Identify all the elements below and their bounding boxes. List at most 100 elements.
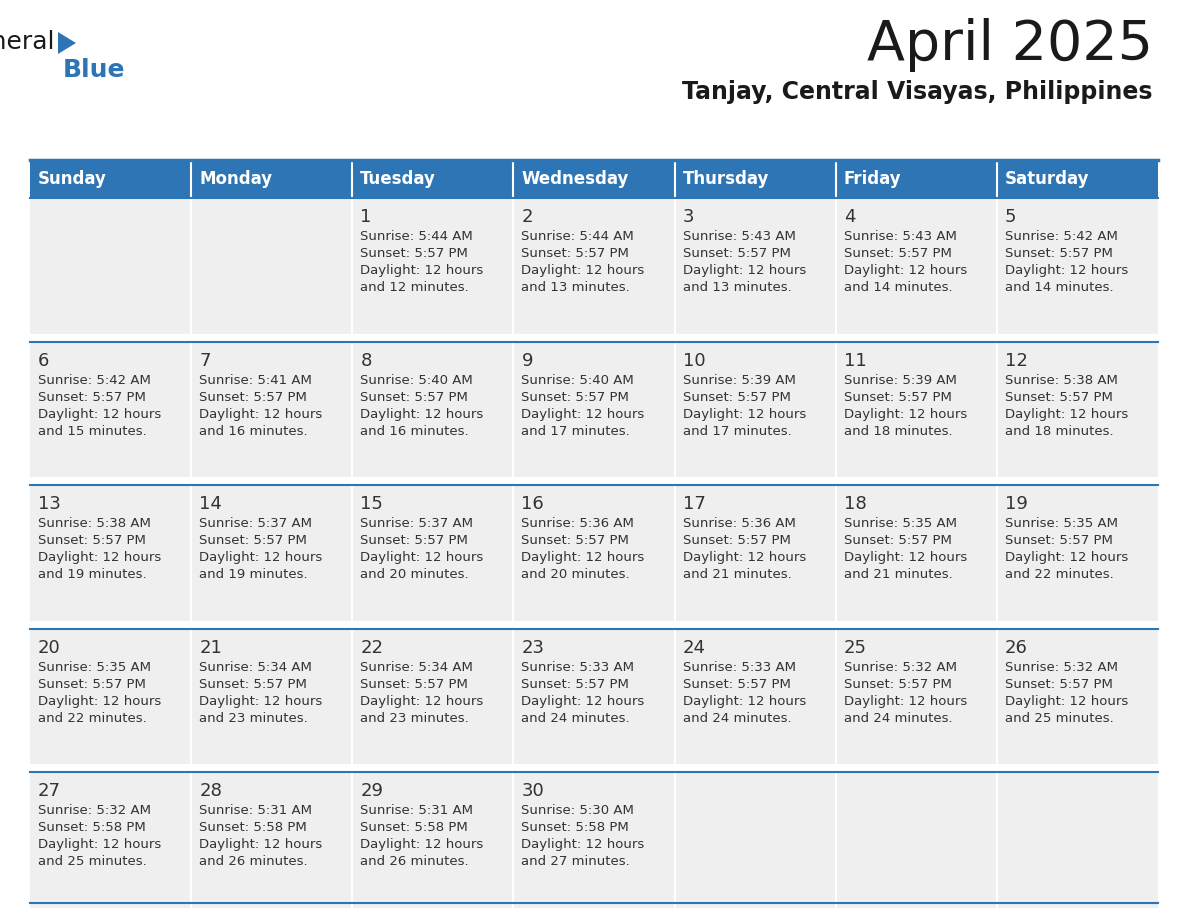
Text: and 16 minutes.: and 16 minutes. (200, 425, 308, 438)
Text: Daylight: 12 hours: Daylight: 12 hours (522, 695, 645, 708)
Text: Sunset: 5:57 PM: Sunset: 5:57 PM (200, 677, 307, 691)
Bar (675, 486, 835, 621)
Bar (30, 629, 191, 765)
Text: Daylight: 12 hours: Daylight: 12 hours (522, 264, 645, 277)
Text: Daylight: 12 hours: Daylight: 12 hours (360, 838, 484, 851)
Text: Daylight: 12 hours: Daylight: 12 hours (1005, 551, 1129, 565)
Text: Wednesday: Wednesday (522, 170, 628, 188)
Polygon shape (58, 32, 76, 54)
Text: and 21 minutes.: and 21 minutes. (843, 568, 953, 581)
Text: Daylight: 12 hours: Daylight: 12 hours (522, 838, 645, 851)
Text: 24: 24 (683, 639, 706, 656)
Text: Sunset: 5:58 PM: Sunset: 5:58 PM (522, 822, 630, 834)
Bar (675, 198, 835, 333)
Text: 10: 10 (683, 352, 706, 370)
Text: 23: 23 (522, 639, 544, 656)
Text: Sunset: 5:57 PM: Sunset: 5:57 PM (360, 677, 468, 691)
Text: Sunrise: 5:37 AM: Sunrise: 5:37 AM (360, 517, 473, 531)
Text: Thursday: Thursday (683, 170, 769, 188)
Text: Daylight: 12 hours: Daylight: 12 hours (200, 695, 322, 708)
Text: Sunrise: 5:41 AM: Sunrise: 5:41 AM (200, 374, 312, 386)
Text: 20: 20 (38, 639, 61, 656)
Text: Sunset: 5:57 PM: Sunset: 5:57 PM (843, 677, 952, 691)
Text: Sunrise: 5:42 AM: Sunrise: 5:42 AM (38, 374, 151, 386)
Text: Saturday: Saturday (1005, 170, 1089, 188)
Text: 12: 12 (1005, 352, 1028, 370)
Text: Sunset: 5:57 PM: Sunset: 5:57 PM (360, 534, 468, 547)
Bar (513, 772, 675, 908)
Text: Sunset: 5:57 PM: Sunset: 5:57 PM (200, 534, 307, 547)
Text: Sunset: 5:57 PM: Sunset: 5:57 PM (1005, 390, 1113, 404)
Text: Sunrise: 5:32 AM: Sunrise: 5:32 AM (1005, 661, 1118, 674)
Text: Sunset: 5:57 PM: Sunset: 5:57 PM (683, 534, 790, 547)
Text: and 25 minutes.: and 25 minutes. (38, 856, 147, 868)
Text: 14: 14 (200, 495, 222, 513)
Text: 17: 17 (683, 495, 706, 513)
Bar (675, 629, 835, 765)
Text: Sunrise: 5:37 AM: Sunrise: 5:37 AM (200, 517, 312, 531)
Text: Blue: Blue (63, 58, 126, 82)
Text: 22: 22 (360, 639, 384, 656)
Text: Sunrise: 5:44 AM: Sunrise: 5:44 AM (360, 230, 473, 243)
Bar (997, 160, 1158, 198)
Text: 1: 1 (360, 208, 372, 226)
Bar (30, 160, 191, 198)
Text: and 24 minutes.: and 24 minutes. (843, 711, 953, 725)
Text: Sunrise: 5:35 AM: Sunrise: 5:35 AM (1005, 517, 1118, 531)
Text: Tuesday: Tuesday (360, 170, 436, 188)
Text: 21: 21 (200, 639, 222, 656)
Text: and 20 minutes.: and 20 minutes. (360, 568, 469, 581)
Bar (191, 629, 353, 765)
Text: Sunrise: 5:42 AM: Sunrise: 5:42 AM (1005, 230, 1118, 243)
Text: Sunset: 5:57 PM: Sunset: 5:57 PM (360, 390, 468, 404)
Text: Daylight: 12 hours: Daylight: 12 hours (843, 695, 967, 708)
Bar (30, 198, 191, 333)
Text: Sunset: 5:58 PM: Sunset: 5:58 PM (38, 822, 146, 834)
Text: Sunset: 5:57 PM: Sunset: 5:57 PM (522, 677, 630, 691)
Text: Sunrise: 5:33 AM: Sunrise: 5:33 AM (683, 661, 796, 674)
Bar (997, 629, 1158, 765)
Text: 16: 16 (522, 495, 544, 513)
Text: 9: 9 (522, 352, 533, 370)
Text: and 14 minutes.: and 14 minutes. (843, 281, 953, 294)
Text: Sunrise: 5:36 AM: Sunrise: 5:36 AM (522, 517, 634, 531)
Text: 6: 6 (38, 352, 50, 370)
Text: Sunrise: 5:31 AM: Sunrise: 5:31 AM (360, 804, 473, 817)
Text: 19: 19 (1005, 495, 1028, 513)
Text: and 18 minutes.: and 18 minutes. (1005, 425, 1113, 438)
Text: Sunset: 5:57 PM: Sunset: 5:57 PM (1005, 247, 1113, 260)
Text: and 13 minutes.: and 13 minutes. (683, 281, 791, 294)
Text: Daylight: 12 hours: Daylight: 12 hours (38, 695, 162, 708)
Text: and 17 minutes.: and 17 minutes. (683, 425, 791, 438)
Bar (30, 477, 1158, 486)
Bar (513, 341, 675, 477)
Text: Sunrise: 5:32 AM: Sunrise: 5:32 AM (843, 661, 956, 674)
Text: Sunset: 5:57 PM: Sunset: 5:57 PM (1005, 534, 1113, 547)
Bar (30, 765, 1158, 772)
Text: Sunset: 5:57 PM: Sunset: 5:57 PM (843, 534, 952, 547)
Text: Sunrise: 5:38 AM: Sunrise: 5:38 AM (1005, 374, 1118, 386)
Text: 30: 30 (522, 782, 544, 800)
Text: Sunrise: 5:43 AM: Sunrise: 5:43 AM (683, 230, 796, 243)
Text: Sunset: 5:58 PM: Sunset: 5:58 PM (360, 822, 468, 834)
Text: and 25 minutes.: and 25 minutes. (1005, 711, 1113, 725)
Text: 29: 29 (360, 782, 384, 800)
Text: 28: 28 (200, 782, 222, 800)
Text: Daylight: 12 hours: Daylight: 12 hours (360, 264, 484, 277)
Text: and 20 minutes.: and 20 minutes. (522, 568, 630, 581)
Text: Sunday: Sunday (38, 170, 107, 188)
Bar (835, 629, 997, 765)
Text: and 13 minutes.: and 13 minutes. (522, 281, 630, 294)
Text: Daylight: 12 hours: Daylight: 12 hours (1005, 695, 1129, 708)
Text: and 19 minutes.: and 19 minutes. (38, 568, 146, 581)
Text: Sunrise: 5:34 AM: Sunrise: 5:34 AM (360, 661, 473, 674)
Bar (835, 160, 997, 198)
Text: Daylight: 12 hours: Daylight: 12 hours (683, 264, 805, 277)
Text: Sunset: 5:57 PM: Sunset: 5:57 PM (683, 247, 790, 260)
Text: Daylight: 12 hours: Daylight: 12 hours (200, 551, 322, 565)
Bar (30, 486, 191, 621)
Text: Sunrise: 5:35 AM: Sunrise: 5:35 AM (38, 661, 151, 674)
Text: Sunset: 5:57 PM: Sunset: 5:57 PM (38, 534, 146, 547)
Bar (997, 486, 1158, 621)
Text: 4: 4 (843, 208, 855, 226)
